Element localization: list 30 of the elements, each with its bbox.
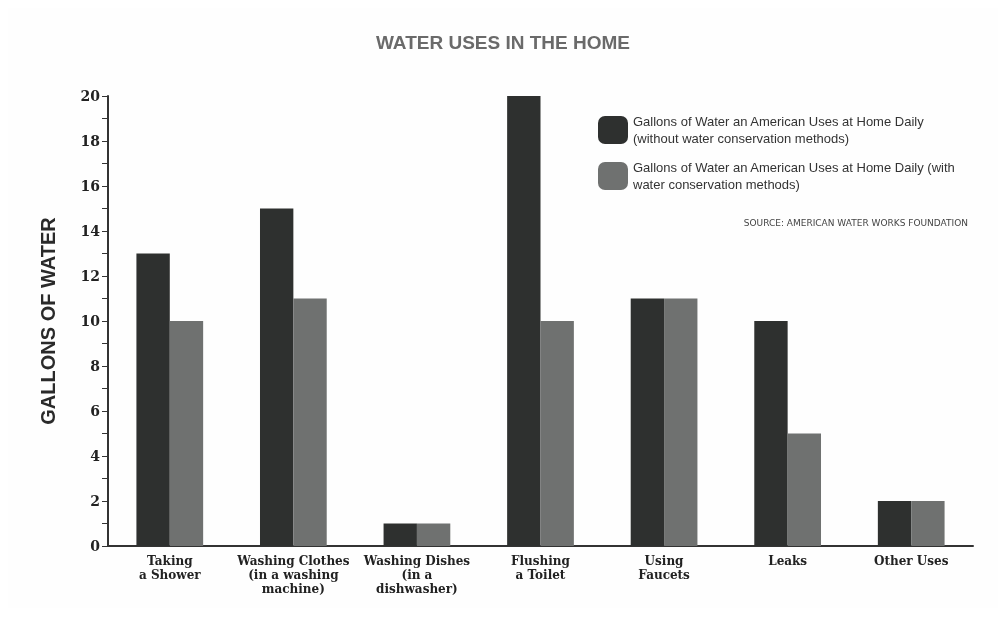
x-tick-label: Leaks (768, 554, 808, 568)
bar (293, 298, 327, 546)
y-tick-label: 6 (90, 403, 100, 419)
bar (664, 298, 698, 546)
y-tick-label: 10 (80, 313, 101, 329)
bar (416, 523, 451, 546)
bar (911, 501, 945, 546)
x-tick-label: Using Faucets (638, 554, 691, 582)
y-tick-label: 0 (90, 538, 101, 554)
y-tick-label: 18 (80, 133, 100, 149)
chart-title: WATER USES IN THE HOME (375, 32, 631, 53)
y-tick-label: 20 (80, 88, 101, 104)
bar (169, 321, 204, 546)
y-tick-label: 8 (90, 358, 100, 374)
x-tick-label: Other Uses (873, 554, 949, 568)
legend-label: Gallons of Water an American Uses at Home Daily (with water conservation methods) (632, 160, 959, 192)
x-tick-label: Taking a Shower (138, 554, 202, 582)
y-axis-title: GALLONS OF WATER (37, 216, 59, 425)
x-tick-label: Washing Clothes (in a washing machine) (236, 554, 350, 596)
y-tick-label: 14 (80, 223, 101, 239)
bar (540, 321, 574, 546)
x-tick-label: Flushing a Toilet (511, 554, 571, 582)
x-tick-label: Washing Dishes (in a dishwasher) (362, 554, 471, 596)
legend-label: Gallons of Water an American Uses at Home Daily (without water conservation methods) (633, 114, 928, 146)
y-tick-label: 2 (90, 493, 100, 509)
annotation: SOURCE: AMERICAN WATER WORKS FOUNDATION (743, 217, 969, 228)
bar (787, 433, 822, 546)
y-tick-label: 16 (80, 178, 100, 194)
y-tick-label: 12 (80, 268, 100, 284)
y-tick-label: 4 (90, 448, 101, 464)
